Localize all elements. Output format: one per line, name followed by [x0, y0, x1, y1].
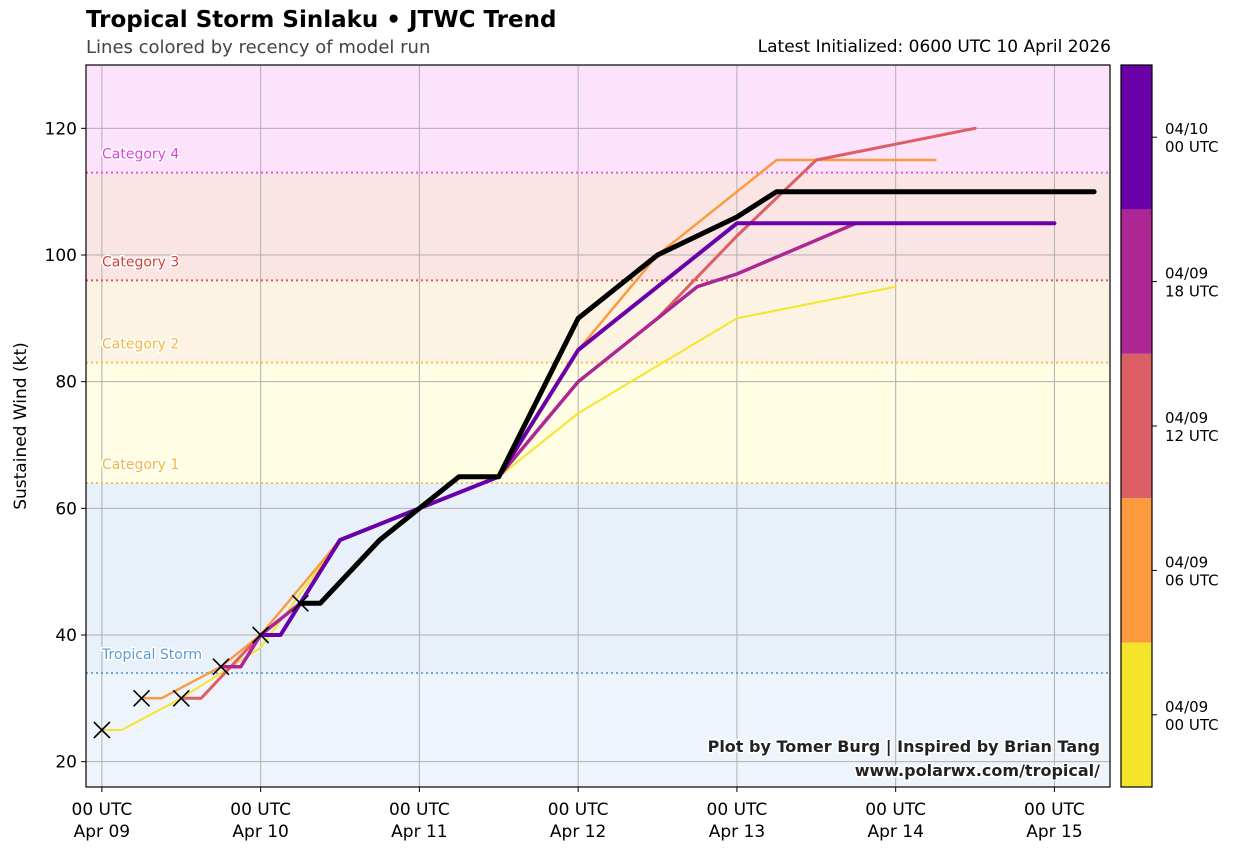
y-tick-label: 40 — [55, 626, 77, 646]
colorbar-segment — [1121, 209, 1152, 354]
x-tick-label-date: Apr 10 — [232, 822, 288, 842]
colorbar-label-time: 00 UTC — [1165, 138, 1219, 156]
chart-subtitle: Lines colored by recency of model run — [86, 37, 431, 58]
x-tick-label-date: Apr 15 — [1026, 822, 1082, 842]
x-tick-label-time: 00 UTC — [707, 800, 768, 820]
threshold-label: Category 2 — [102, 337, 179, 353]
colorbar-label-date: 04/09 — [1165, 265, 1208, 283]
colorbar-border — [1120, 64, 1153, 788]
y-axis-label: Sustained Wind (kt) — [11, 342, 31, 510]
x-tick-label-date: Apr 14 — [867, 822, 923, 842]
colorbar-label-date: 04/09 — [1165, 698, 1208, 716]
colorbar-label-time: 06 UTC — [1165, 571, 1219, 589]
x-tick-label-time: 00 UTC — [230, 800, 291, 820]
colorbar-label-date: 04/09 — [1165, 409, 1208, 427]
y-tick-label: 100 — [45, 246, 77, 266]
colorbar-segment — [1121, 65, 1152, 210]
colorbar-label-time: 00 UTC — [1165, 716, 1219, 734]
credit-line-1: Plot by Tomer Burg | Inspired by Brian T… — [708, 737, 1100, 757]
grid-lines — [86, 65, 1110, 787]
observed-marker — [172, 689, 190, 707]
band-category-2 — [86, 280, 1110, 363]
y-tick-label: 80 — [55, 373, 77, 393]
band-category-1 — [86, 362, 1110, 483]
threshold-label: Category 1 — [102, 457, 179, 473]
x-tick-label-time: 00 UTC — [1024, 800, 1085, 820]
chart-title: Tropical Storm Sinlaku • JTWC Trend — [86, 7, 557, 33]
observed-marker — [133, 689, 151, 707]
plot-frame — [85, 64, 1111, 788]
colorbar-label-time: 18 UTC — [1165, 283, 1219, 301]
band-category-4 — [86, 65, 1110, 173]
threshold-label: Category 4 — [102, 147, 179, 163]
credit-line-2: www.polarwx.com/tropical/ — [855, 761, 1100, 780]
x-tick-label-date: Apr 13 — [709, 822, 765, 842]
latest-initialized: Latest Initialized: 0600 UTC 10 April 20… — [757, 37, 1111, 57]
y-axis: 20 40 60 80 100 120 Sustained Wind (kt) — [11, 119, 86, 773]
colorbar-label-time: 12 UTC — [1165, 427, 1219, 445]
y-tick-label: 120 — [45, 119, 77, 139]
x-tick-label-time: 00 UTC — [389, 800, 450, 820]
observed-marker — [93, 721, 111, 739]
x-tick-label-time: 00 UTC — [72, 800, 133, 820]
plot-border — [85, 64, 1111, 788]
band-tropical-storm — [86, 483, 1110, 673]
colorbar-segment — [1121, 353, 1152, 499]
observed-markers — [93, 594, 309, 739]
band-category-3 — [86, 172, 1110, 281]
colorbar-label-date: 04/09 — [1165, 553, 1208, 571]
x-tick-label-time: 00 UTC — [548, 800, 609, 820]
threshold-label: Category 3 — [102, 254, 179, 270]
series-line — [258, 221, 1057, 637]
y-tick-label: 20 — [55, 753, 77, 773]
colorbar-label-date: 04/10 — [1165, 120, 1208, 138]
x-tick-label-date: Apr 11 — [391, 822, 447, 842]
threshold-label: Tropical Storm — [101, 647, 202, 663]
observed-marker — [252, 626, 270, 644]
band-below-tropical-storm — [86, 673, 1110, 787]
colorbar-segment — [1121, 642, 1152, 787]
x-tick-label-date: Apr 12 — [550, 822, 606, 842]
observed-marker — [291, 594, 309, 612]
x-tick-label-date: Apr 09 — [74, 822, 130, 842]
observed-marker — [212, 658, 230, 676]
x-tick-label-time: 00 UTC — [865, 800, 926, 820]
category-thresholds: Tropical Storm Category 1 Category 2 Catego… — [86, 145, 1110, 674]
series-line — [297, 189, 1097, 606]
credit-block: Plot by Tomer Burg | Inspired by Brian T… — [706, 736, 1102, 782]
colorbar-segment — [1121, 498, 1152, 643]
y-tick-label: 60 — [55, 499, 77, 519]
